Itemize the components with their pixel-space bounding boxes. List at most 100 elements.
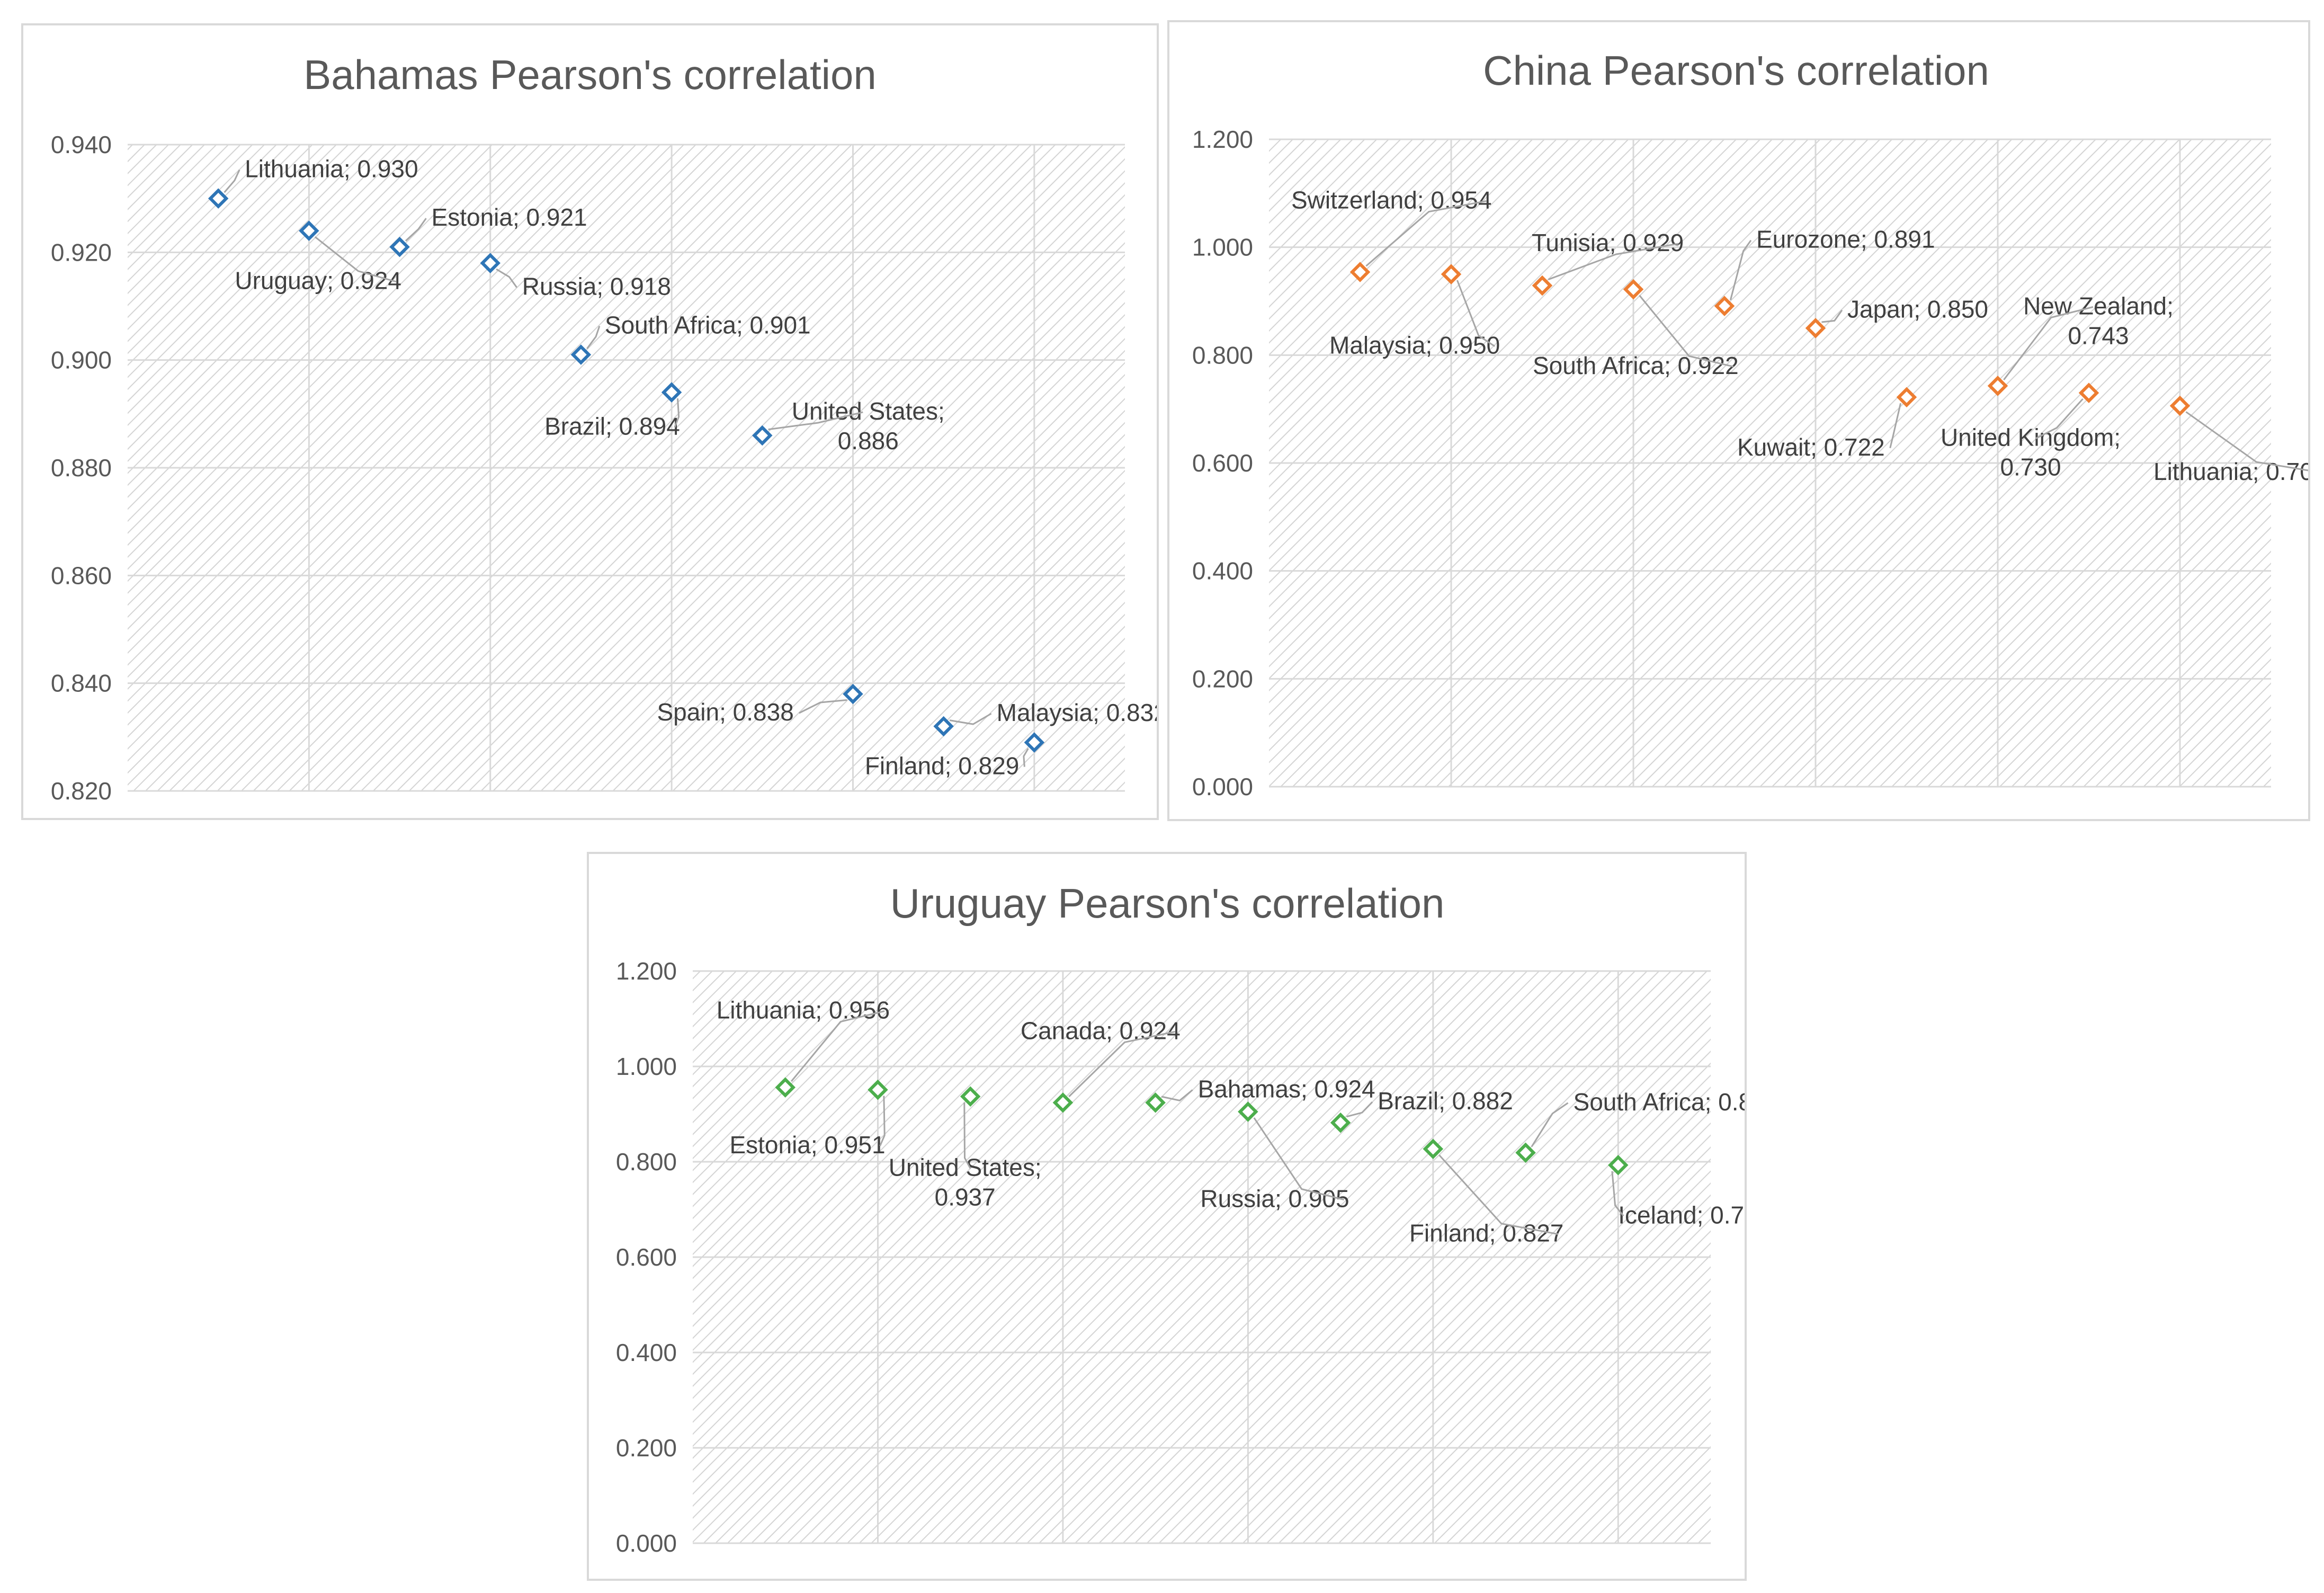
y-tick-label: 0.800	[616, 1148, 677, 1176]
data-label: Switzerland; 0.954	[1291, 186, 1491, 214]
y-tick-label: 1.200	[1192, 126, 1253, 153]
data-label: New Zealand; 0.743	[2023, 292, 2174, 349]
data-point	[933, 716, 954, 737]
y-tick-label: 0.880	[51, 454, 112, 482]
data-point	[1024, 732, 1045, 753]
data-point	[1052, 1092, 1074, 1113]
label-leader-line	[1161, 1089, 1193, 1102]
chart-title: Bahamas Pearson's correlation	[303, 51, 876, 98]
data-point	[1987, 376, 2008, 396]
chart-uruguay: Uruguay Pearson's correlation 1.200 1.000…	[616, 880, 1745, 1557]
y-tick-label: 0.200	[1192, 665, 1253, 692]
data-label: Estonia; 0.951	[729, 1131, 885, 1159]
label-leader-line	[224, 170, 240, 193]
y-tick-label: 0.920	[51, 238, 112, 266]
label-leader-line	[879, 1096, 886, 1146]
label-leader-line	[314, 236, 397, 283]
label-leader-line	[1346, 1101, 1373, 1118]
chart-panel-bahamas: Bahamas Pearson's correlation 0.940 0.920…	[21, 23, 1159, 820]
label-leader-line	[768, 411, 863, 431]
chart-panel-uruguay: Uruguay Pearson's correlation 1.200 1.000…	[587, 852, 1747, 1581]
data-point	[661, 382, 682, 403]
data-label: Russia; 0.905	[1200, 1185, 1349, 1213]
data-label: Canada; 0.924	[1021, 1017, 1181, 1044]
y-tick-label: 1.000	[616, 1053, 677, 1080]
y-tick-label: 1.000	[1192, 234, 1253, 261]
data-label: Estonia; 0.921	[432, 203, 587, 231]
data-point	[1532, 275, 1553, 296]
data-point	[1714, 296, 1735, 316]
y-tick-label: 0.900	[51, 346, 112, 374]
label-leader-line	[1438, 1154, 1559, 1235]
y-tick-label: 0.400	[1192, 557, 1253, 585]
label-leader-line	[1365, 200, 1487, 267]
y-tick-label: 0.820	[51, 777, 112, 805]
y-tick-label: 0.000	[616, 1529, 677, 1557]
label-leader-line	[496, 268, 517, 288]
label-leader-line	[1456, 280, 1496, 347]
y-tick-label: 0.840	[51, 670, 112, 697]
data-label: Lithuania; 0.956	[717, 996, 890, 1024]
y-tick-label: 0.800	[1192, 341, 1253, 369]
data-point	[868, 1079, 888, 1100]
y-tick-label: 0.400	[616, 1339, 677, 1366]
label-leader-line	[963, 1102, 971, 1169]
data-label: Russia; 0.918	[522, 273, 671, 300]
label-leader-line	[1729, 239, 1752, 300]
data-point	[299, 220, 319, 241]
label-leader-line	[405, 218, 427, 242]
label-leader-line	[1611, 1171, 1624, 1217]
data-label: Lithuania; 0.706	[2153, 458, 2308, 485]
data-label: Malaysia; 0.832	[997, 699, 1157, 726]
data-point	[2078, 382, 2099, 403]
label-leader-line	[790, 1010, 885, 1082]
data-label: Tunisia; 0.929	[1532, 229, 1684, 256]
data-label: South Africa; 0.819	[1574, 1088, 1745, 1116]
data-point	[1623, 279, 1644, 300]
y-tick-label: 0.200	[616, 1434, 677, 1462]
data-point	[570, 344, 592, 365]
data-label: Spain; 0.838	[657, 698, 793, 726]
data-point	[775, 1077, 795, 1098]
data-label: Finland; 0.827	[1409, 1220, 1564, 1247]
chart-bahamas: Bahamas Pearson's correlation 0.940 0.920…	[51, 51, 1157, 805]
data-point	[752, 425, 773, 446]
data-point	[1515, 1142, 1536, 1163]
label-leader-line	[1821, 309, 1843, 323]
y-tick-label: 0.860	[51, 562, 112, 589]
label-leader-line	[674, 398, 680, 428]
label-leader-line	[2003, 306, 2094, 380]
plot-area: 0.940 0.920 0.900 0.880 0.860 0.840 0.820 Lithu…	[51, 131, 1157, 805]
data-point	[1238, 1101, 1258, 1122]
label-leader-line	[1548, 243, 1679, 280]
y-tick-label: 0.000	[1192, 773, 1253, 800]
data-point	[1145, 1092, 1166, 1113]
data-point	[1608, 1155, 1629, 1176]
data-label: Malaysia; 0.950	[1329, 332, 1500, 359]
label-leader-line	[1068, 1030, 1176, 1098]
data-point	[389, 236, 410, 257]
data-point	[960, 1086, 981, 1107]
label-leader-line	[1023, 748, 1029, 767]
data-point	[1441, 264, 1462, 284]
data-label: Brazil; 0.882	[1378, 1087, 1513, 1115]
data-label: Iceland; 0.793	[1618, 1201, 1745, 1229]
data-point	[2169, 395, 2191, 416]
chart-china: China Pearson's correlation 1.200 1.000 0.…	[1192, 47, 2308, 800]
y-tick-label: 1.200	[616, 957, 677, 985]
label-leader-line	[586, 326, 601, 349]
data-point	[208, 188, 229, 209]
data-label: United Kingdom; 0.730	[1941, 424, 2121, 481]
label-leader-line	[1889, 403, 1902, 449]
y-tick-label: 0.600	[1192, 449, 1253, 477]
chart-title: China Pearson's correlation	[1483, 47, 1989, 94]
data-label: Kuwait; 0.722	[1737, 433, 1885, 461]
label-leader-line	[799, 699, 847, 714]
data-point	[1349, 262, 1371, 282]
data-point	[1896, 387, 1917, 408]
data-label: United States; 0.886	[792, 397, 945, 455]
label-leader-line	[1531, 1102, 1569, 1147]
data-label: Eurozone; 0.891	[1756, 226, 1935, 253]
y-tick-label: 0.940	[51, 131, 112, 158]
data-point	[1805, 318, 1826, 339]
